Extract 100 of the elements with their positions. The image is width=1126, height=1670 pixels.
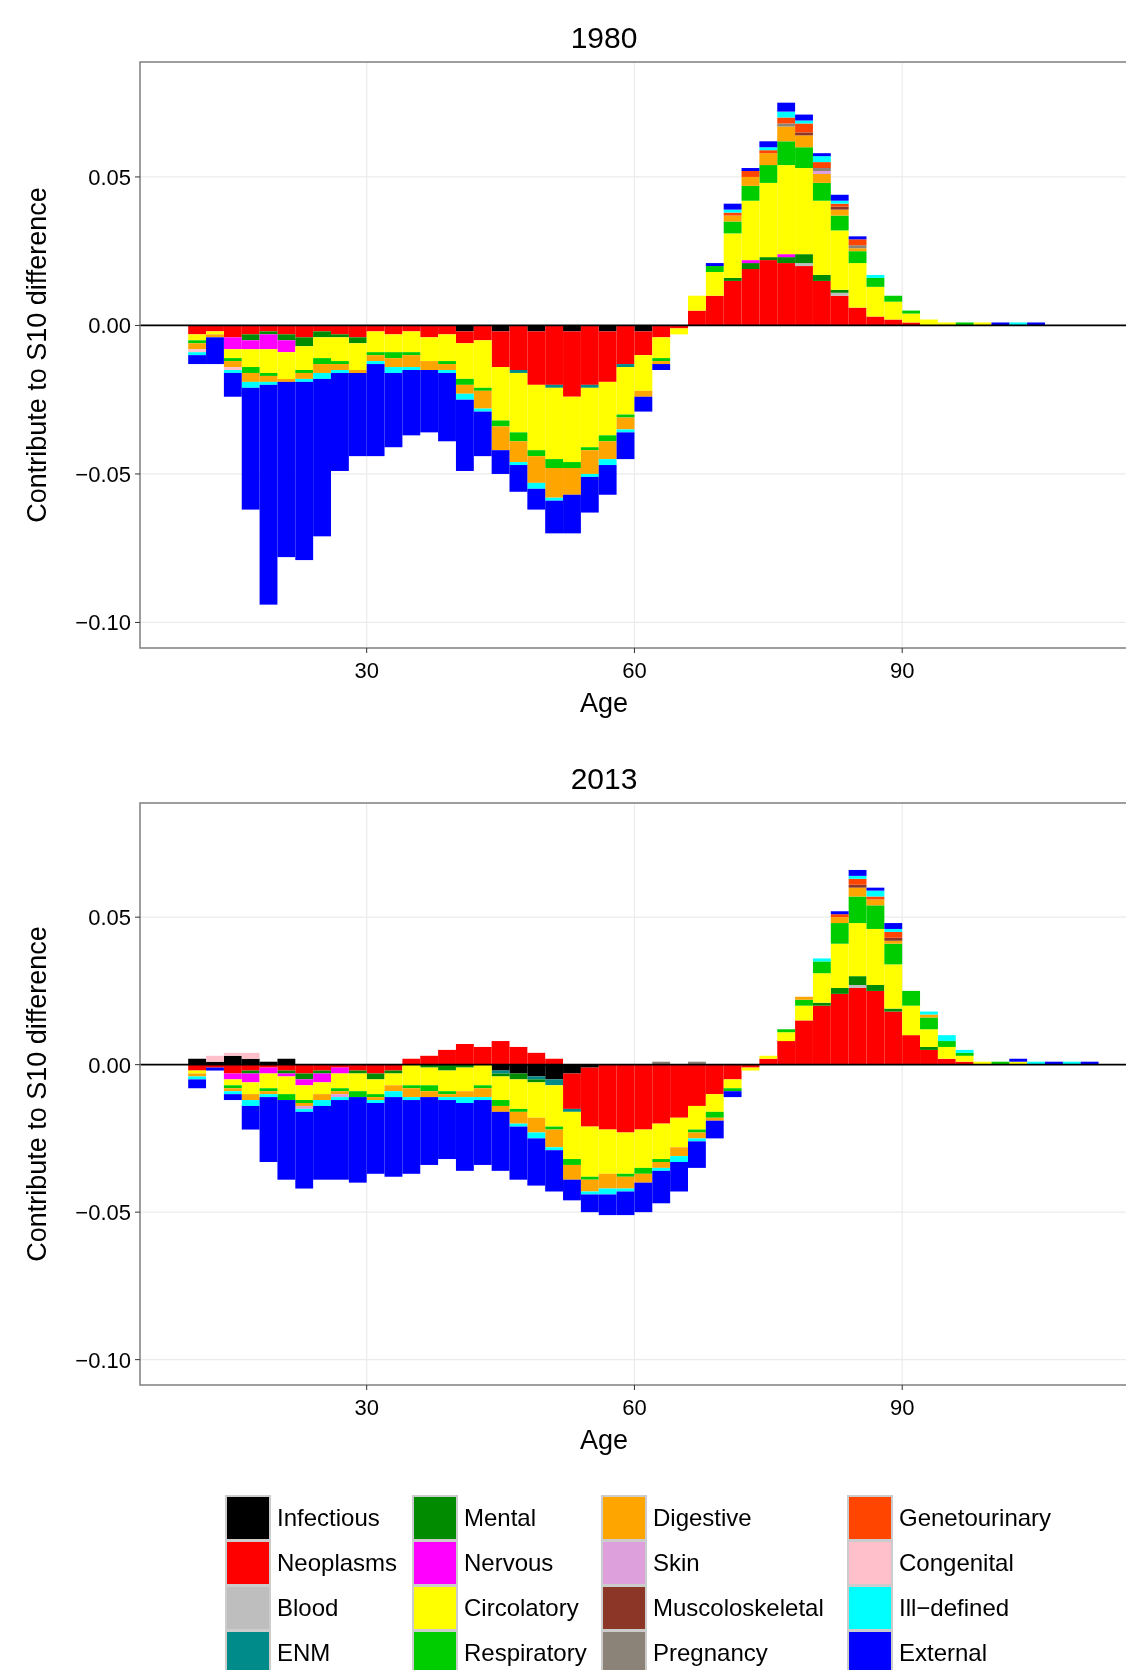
y-tick-label: −0.10 [75, 610, 131, 636]
y-tick-label: 0.05 [88, 164, 131, 190]
bar [848, 236, 867, 240]
bar [884, 1008, 903, 1012]
bar [723, 221, 742, 234]
legend-label: Mental [464, 1504, 537, 1531]
bar [259, 331, 278, 335]
legend-label: Infectious [277, 1504, 380, 1531]
bar [866, 274, 885, 278]
bar [937, 1041, 956, 1047]
bar [920, 1046, 938, 1050]
bar [241, 1100, 260, 1106]
bar [366, 1073, 385, 1080]
bar [438, 370, 456, 373]
bar [473, 387, 492, 391]
chart-title: 1980 [570, 21, 638, 54]
bar [688, 295, 706, 311]
bar [223, 361, 242, 368]
legend-label: Muscoloskeletal [653, 1594, 824, 1621]
bar [741, 263, 760, 270]
bar [902, 990, 921, 1006]
legend-label: Blood [277, 1594, 339, 1621]
bar [223, 358, 242, 362]
bar [473, 1085, 492, 1089]
bar [812, 162, 831, 169]
bar [866, 277, 885, 287]
legend-label: Circolatory [464, 1594, 579, 1621]
bar [723, 203, 742, 210]
bar [634, 396, 653, 412]
bar [366, 361, 385, 365]
bar [455, 378, 474, 385]
x-tick-label: 60 [622, 658, 647, 683]
bar [527, 1132, 546, 1139]
bar [295, 378, 314, 382]
chart-title: 2013 [570, 762, 638, 795]
bar [723, 277, 742, 281]
bar [848, 878, 867, 885]
bar [955, 322, 974, 326]
bar [509, 462, 528, 466]
bar [188, 343, 207, 350]
bar [795, 999, 813, 1006]
bar [295, 1073, 314, 1080]
bar [688, 1132, 706, 1139]
y-tick-label: −0.05 [75, 461, 131, 487]
bar [580, 384, 599, 388]
y-tick-label: 0.05 [88, 905, 131, 931]
legend-label: Congenital [899, 1549, 1014, 1576]
bar [848, 875, 867, 879]
bar [848, 239, 867, 246]
bar [884, 295, 903, 302]
bar [527, 482, 546, 489]
x-tick-label: 90 [889, 658, 915, 683]
bar [1027, 322, 1045, 326]
bar [830, 215, 849, 231]
bar [795, 132, 813, 136]
bar [812, 274, 831, 281]
bar [848, 884, 867, 888]
legend-label: Ill−defined [899, 1594, 1010, 1621]
bar [777, 102, 796, 112]
bar [723, 1079, 742, 1089]
bar [830, 987, 849, 994]
bar [563, 1164, 581, 1180]
bar [545, 1147, 564, 1151]
bar [812, 1002, 831, 1006]
bar [652, 1167, 671, 1171]
bar [491, 420, 510, 427]
bar [473, 408, 492, 412]
bar [652, 1159, 671, 1162]
bar [277, 1094, 296, 1101]
bar [884, 943, 903, 965]
legend-label: Genetourinary [899, 1504, 1052, 1531]
legend-label: External [899, 1639, 988, 1666]
bar [973, 322, 992, 326]
x-tick-label: 30 [354, 1395, 379, 1420]
bar [741, 168, 760, 171]
y-axis-title: Contribute to S10 difference [22, 926, 52, 1262]
bar [812, 173, 831, 183]
bar [348, 370, 367, 373]
bar [670, 1147, 688, 1157]
bar [902, 310, 921, 314]
legend-label: Neoplasms [277, 1549, 398, 1576]
bar [848, 869, 867, 876]
bar [723, 1091, 742, 1098]
bar [313, 372, 331, 379]
bar [795, 996, 813, 1000]
bar [741, 171, 760, 177]
legend-label: Respiratory [464, 1639, 587, 1666]
bar [402, 1097, 421, 1101]
bar [795, 1005, 813, 1021]
bar [313, 1094, 331, 1101]
bar [759, 153, 778, 166]
bar [884, 928, 903, 932]
bar [598, 435, 617, 442]
bar [848, 985, 867, 988]
bar [795, 114, 813, 121]
bar [188, 1079, 207, 1089]
bar [206, 1055, 224, 1062]
y-tick-label: −0.10 [75, 1347, 131, 1373]
bar [884, 923, 903, 929]
bar [545, 497, 564, 501]
